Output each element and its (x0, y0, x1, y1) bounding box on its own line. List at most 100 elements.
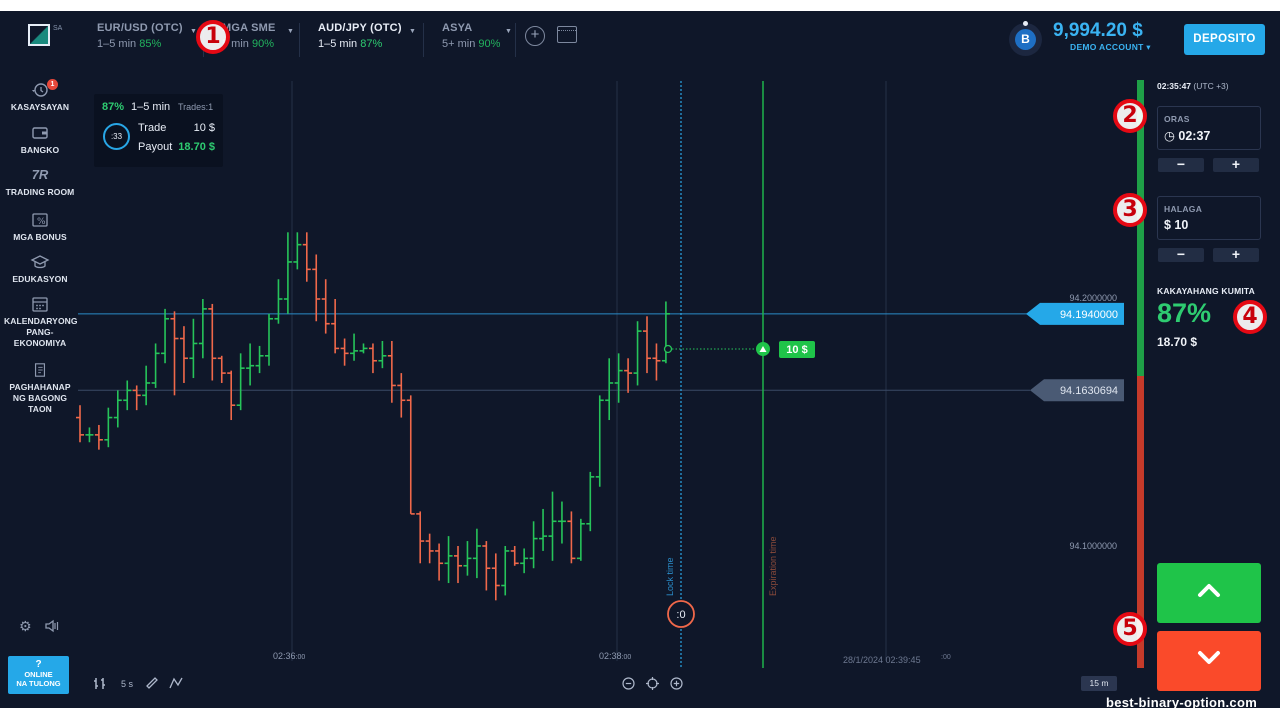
deposit-button[interactable]: DEPOSITO (1184, 24, 1265, 55)
price-level-label: 94.2000000 (1069, 293, 1117, 303)
price-chart[interactable]: 94.2000000 94.1000000 02:36:00 02:38:00 28/1… (0, 11, 1280, 708)
asset-range: 1–5 min (97, 38, 137, 50)
clock-time: 02:35:47 (1157, 81, 1192, 91)
indicator-icon[interactable] (169, 676, 184, 690)
svg-text:%: % (37, 217, 46, 227)
clock-timezone: (UTC +3) (1193, 81, 1229, 91)
tr-logo-icon: 7R (31, 167, 49, 182)
annotation-marker-4: 4 (1233, 300, 1267, 334)
gear-icon[interactable]: ⚙ (19, 618, 32, 634)
put-down-button[interactable] (1157, 631, 1261, 691)
open-trade-card[interactable]: 87% 1–5 min Trades:1 :33 Trade 10 $ Payo… (94, 94, 223, 167)
caret-down-icon[interactable]: ▼ (287, 28, 294, 35)
top-bar: SA EUR/USD (OTC) 1–5 min 85% ▼ MGA SME 5… (0, 11, 1280, 71)
sidebar-item-bonuses[interactable]: % MGA BONUS (0, 212, 80, 243)
level-badge[interactable]: B (1009, 21, 1042, 56)
lock-time-label: Lock time (665, 557, 675, 596)
percent-ticket-icon: % (32, 213, 48, 227)
graduation-cap-icon (30, 255, 50, 269)
trade-count: Trades:1 (178, 102, 214, 112)
current-price-tag (1026, 302, 1124, 325)
brand-logo[interactable] (28, 24, 50, 46)
trade-amount-text: 10 $ (786, 344, 807, 356)
call-up-button[interactable] (1157, 563, 1261, 623)
asset-tab-sme[interactable]: MGA SME 5 min 90% (222, 22, 276, 58)
help-label-line2: NA TULONG (16, 679, 61, 688)
amount-increase-button[interactable]: + (1213, 247, 1259, 262)
zoom-out-icon[interactable] (622, 677, 635, 690)
current-price-text: 94.1940000 (1060, 309, 1118, 321)
crosshair-icon[interactable] (646, 677, 659, 690)
sidebar-item-education[interactable]: EDUKASYON (0, 254, 80, 285)
amount-decrease-button[interactable]: − (1158, 247, 1204, 262)
account-type-selector[interactable]: DEMO ACCOUNT ▾ (1070, 42, 1151, 52)
annotation-marker-1: 1 (196, 20, 230, 54)
speaker-icon[interactable] (44, 619, 60, 633)
open-price-text: 94.1630694 (1060, 385, 1118, 397)
sidebar-item-economic-calendar[interactable]: KALENDARYONG PANG-EKONOMIYA (0, 296, 80, 349)
time-field-label: ORAS (1164, 114, 1190, 124)
zoom-in-icon[interactable] (670, 677, 683, 690)
asset-payout: 85% (139, 38, 162, 50)
level-badge-letter: B (1015, 29, 1036, 50)
sidebar-item-history[interactable]: 1 KASAYSAYAN (0, 79, 80, 113)
sidebar-item-new-year-search[interactable]: PAGHAHANAP NG BAGONG TAON (0, 362, 80, 415)
asset-payout: 90% (478, 38, 501, 50)
online-help-button[interactable]: ? ONLINE NA TULONG (8, 656, 69, 694)
time-decrease-button[interactable]: − (1158, 157, 1204, 172)
amount-field-value[interactable]: $ 10 (1164, 218, 1189, 232)
open-price-tag (1030, 379, 1124, 402)
payout-label: Payout (138, 141, 173, 153)
candle-type-icon[interactable] (93, 677, 107, 690)
sidebar-item-label: EDUKASYON (12, 274, 68, 284)
chevron-down-icon (1198, 651, 1220, 664)
time-axis-label: 02:36:00 (273, 651, 305, 661)
asset-payout: 90% (251, 38, 274, 50)
server-clock: 02:35:47 (UTC +3) (1157, 81, 1229, 91)
history-icon (32, 83, 48, 97)
price-level-label: 94.1000000 (1069, 541, 1117, 551)
caret-down-icon[interactable]: ▼ (505, 28, 512, 35)
trade-amount-tag (779, 341, 815, 358)
expiry-date-label: 28/1/2024 02:39:45 (843, 655, 921, 665)
time-field[interactable]: ORAS ◷ 02:37 (1157, 106, 1261, 150)
plus-circle-icon[interactable]: + (525, 26, 545, 46)
wallet-icon (32, 127, 48, 139)
profit-label: KAKAYAHANG KUMITA (1157, 286, 1256, 296)
trade-value: 10 $ (193, 122, 215, 134)
ruler-icon[interactable] (145, 676, 159, 690)
timeframe-badge[interactable]: 15 m (1081, 676, 1117, 691)
account-balance[interactable]: 9,994.20 $ (1053, 20, 1143, 41)
profit-amount: 18.70 $ (1157, 335, 1198, 349)
trading-app: SA EUR/USD (OTC) 1–5 min 85% ▼ MGA SME 5… (0, 11, 1280, 708)
expiry-date-sub: :00 (941, 654, 951, 661)
amount-field[interactable]: HALAGA $ 10 (1157, 196, 1261, 240)
sidebar-item-trading-room[interactable]: 7R TRADING ROOM (0, 167, 80, 198)
trade-payout-pct: 87% (102, 101, 125, 113)
window-icon[interactable] (557, 26, 577, 43)
notification-badge: 1 (47, 79, 58, 90)
trade-timer: :33 (103, 123, 130, 150)
sidebar-item-bank[interactable]: BANGKO (0, 125, 80, 156)
caret-down-icon[interactable]: ▼ (409, 28, 416, 35)
asset-name: AUD/JPY (OTC) (318, 22, 402, 34)
time-axis-label: 02:38:00 (599, 651, 631, 661)
annotation-marker-5: 5 (1113, 612, 1147, 646)
asset-payout: 87% (360, 38, 383, 50)
time-increase-button[interactable]: + (1213, 157, 1259, 172)
amount-field-label: HALAGA (1164, 204, 1203, 214)
annotation-marker-3: 3 (1113, 193, 1147, 227)
help-label-line1: ONLINE (24, 670, 53, 679)
sidebar-item-label: MGA BONUS (13, 232, 67, 242)
caret-down-icon[interactable]: ▼ (190, 28, 197, 35)
asset-tab-eurusd[interactable]: EUR/USD (OTC) 1–5 min 85% (97, 22, 183, 58)
sentiment-bar (1137, 80, 1144, 668)
time-field-value: ◷ 02:37 (1164, 129, 1211, 143)
candle-period-selector[interactable]: 5 s (121, 679, 134, 689)
payout-value: 18.70 $ (178, 141, 215, 153)
sidebar-item-label: KALENDARYONG PANG-EKONOMIYA (4, 316, 78, 348)
sidebar-item-label: TRADING ROOM (5, 187, 75, 197)
asset-tab-asya[interactable]: ASYA 5+ min 90% (442, 22, 500, 58)
asset-tab-audjpy[interactable]: AUD/JPY (OTC) 1–5 min 87% (318, 22, 402, 58)
annotation-marker-2: 2 (1113, 99, 1147, 133)
